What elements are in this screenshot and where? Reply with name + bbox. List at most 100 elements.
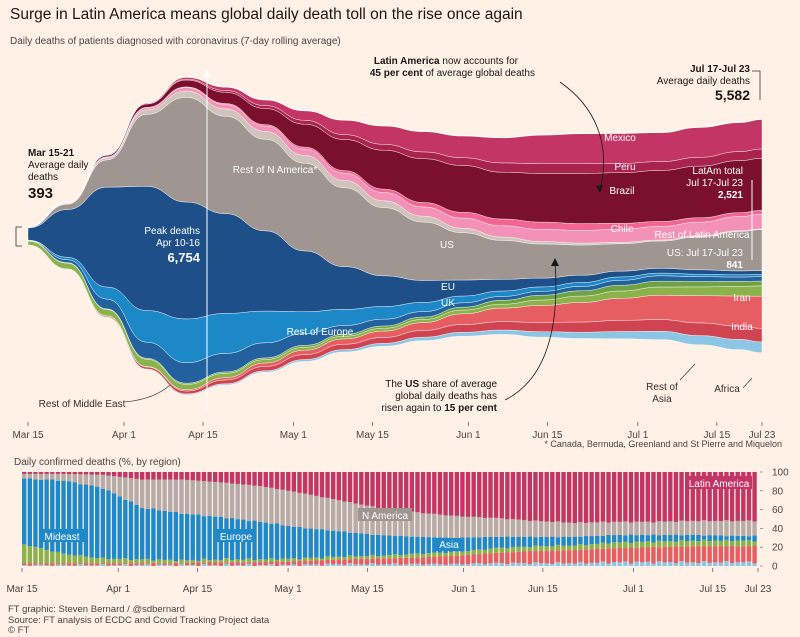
share-bar-europe — [73, 482, 77, 555]
share-bar-europe — [398, 536, 402, 555]
share-bar-africa — [432, 564, 436, 566]
share-bar-n-america — [213, 482, 217, 517]
bottom-tick-label-apr-1: Apr 1 — [106, 584, 130, 595]
share-bar-mideast — [488, 549, 492, 554]
share-bar-mideast — [561, 546, 565, 550]
share-bar-europe — [618, 535, 622, 542]
share-bar-asia — [589, 549, 593, 563]
share-bar-n-america — [578, 522, 582, 537]
share-bar-asia — [219, 562, 223, 566]
share-bar-n-america — [269, 488, 273, 524]
share-bar-africa — [213, 565, 217, 566]
share-bar-n-america — [432, 514, 436, 538]
share-bar-mideast — [415, 553, 419, 557]
share-bar-africa — [207, 565, 211, 566]
bottom-tick-label-jun-1: Jun 1 — [451, 584, 476, 595]
share-bar-latin-america — [196, 472, 200, 481]
share-bar-asia — [28, 563, 32, 566]
share-bar-europe — [674, 535, 678, 542]
share-bar-asia — [601, 549, 605, 562]
share-bar-asia — [455, 556, 459, 564]
share-bar-asia — [640, 547, 644, 562]
y-tick-label-100: 100 — [772, 468, 789, 479]
share-bar-africa — [427, 564, 431, 566]
share-bar-latin-america — [421, 472, 425, 513]
share-bar-asia — [320, 560, 324, 565]
share-bar-mideast — [134, 559, 138, 563]
share-bar-n-america — [741, 521, 745, 536]
share-bar-africa — [280, 565, 284, 566]
share-bar-europe — [191, 515, 195, 560]
share-bar-latin-america — [314, 472, 318, 496]
top-tick-label-may-15: May 15 — [356, 430, 389, 441]
share-bar-europe — [337, 531, 341, 556]
share-bar-mideast — [691, 541, 695, 547]
share-bar-mideast — [567, 546, 571, 551]
share-bar-latin-america — [601, 472, 605, 522]
share-bar-latin-america — [634, 472, 638, 521]
share-bar-latin-america — [241, 472, 245, 485]
share-bar-latin-america — [427, 472, 431, 513]
share-bar-latin-america — [348, 472, 352, 502]
share-bar-europe — [668, 535, 672, 541]
share-bar-europe — [623, 535, 627, 541]
share-bar-mideast — [157, 559, 161, 563]
share-bar-mideast — [146, 559, 150, 563]
share-bar-asia — [668, 547, 672, 562]
share-bar-europe — [483, 537, 487, 550]
share-bar-europe — [303, 528, 307, 557]
share-bar-asia — [657, 547, 661, 561]
share-bar-n-america — [466, 517, 470, 538]
share-bar-asia — [387, 558, 391, 564]
share-bar-latin-america — [325, 472, 329, 498]
share-bar-n-america — [651, 523, 655, 535]
share-bar-latin-america — [185, 472, 189, 480]
share-bar-asia — [393, 558, 397, 563]
share-bar-africa — [286, 565, 290, 566]
share-bar-n-america — [679, 521, 683, 536]
share-bar-asia — [39, 563, 43, 564]
share-bar-africa — [264, 565, 268, 566]
share-bar-latin-america — [618, 472, 622, 522]
share-bar-asia — [741, 546, 745, 562]
share-bar-mideast — [500, 548, 504, 553]
share-bar-africa — [584, 564, 588, 566]
end-value: 5,582 — [715, 87, 750, 103]
share-bar-europe — [370, 535, 374, 555]
peak-arrow-top — [203, 70, 211, 77]
share-bar-mideast — [724, 540, 728, 547]
share-bar-latin-america — [303, 472, 307, 494]
share-bar-europe — [376, 535, 380, 556]
share-bar-mideast — [353, 556, 357, 559]
share-bar-asia — [353, 559, 357, 564]
share-bar-latin-america — [162, 472, 166, 480]
share-bar-latin-america — [129, 472, 133, 478]
credit-source: Source: FT analysis of ECDC and Covid Tr… — [8, 615, 269, 627]
share-bar-asia — [359, 559, 363, 565]
share-bar-latin-america — [483, 472, 487, 518]
share-bar-latin-america — [556, 472, 560, 521]
peak-label2: Apr 10-16 — [156, 238, 200, 249]
end-date: Jul 17-Jul 23 — [690, 64, 750, 75]
share-bar-latin-america — [28, 472, 32, 474]
share-bar-latin-america — [191, 472, 195, 480]
share-bar-asia — [539, 551, 543, 563]
share-bar-mideast — [331, 557, 335, 560]
share-bar-europe — [353, 533, 357, 557]
share-bar-latin-america — [275, 472, 279, 489]
share-bar-mideast — [236, 559, 240, 562]
share-bar-africa — [95, 565, 99, 566]
share-bar-mideast — [404, 554, 408, 557]
share-bar-n-america — [286, 491, 290, 526]
share-bar-n-america — [668, 521, 672, 535]
share-bar-africa — [702, 561, 706, 566]
share-bar-europe — [724, 536, 728, 540]
share-bar-n-america — [162, 480, 166, 511]
share-bar-asia — [252, 562, 256, 566]
share-bar-mideast — [702, 540, 706, 547]
share-bar-n-america — [89, 475, 93, 486]
share-bar-africa — [438, 564, 442, 566]
share-bar-africa — [353, 564, 357, 566]
share-bar-europe — [696, 535, 700, 541]
